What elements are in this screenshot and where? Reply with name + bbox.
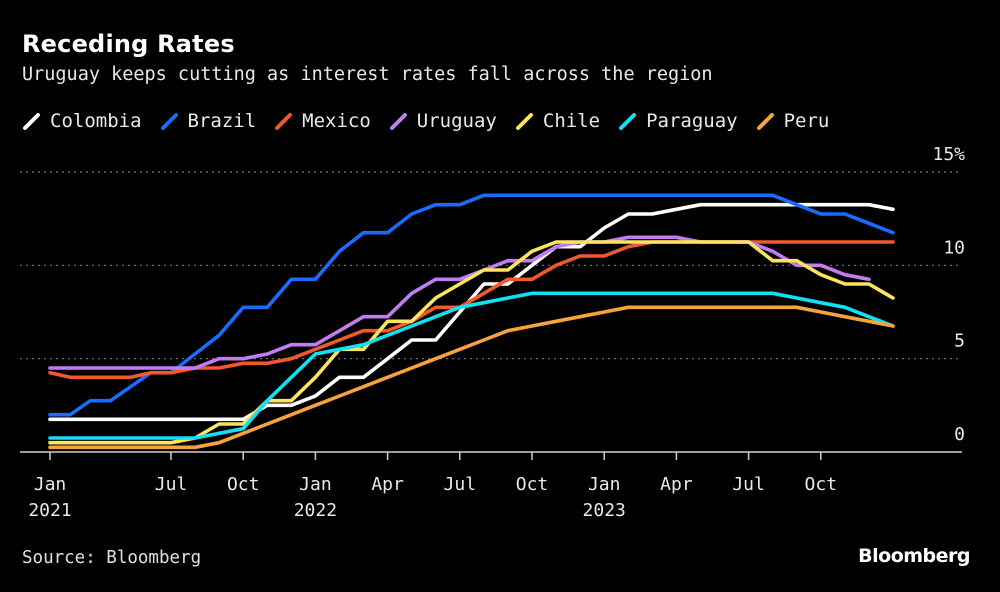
- y-tick-label: 0: [954, 424, 965, 445]
- x-tick-label: Apr: [371, 474, 404, 495]
- legend-label: Chile: [542, 110, 601, 132]
- legend-item-uruguay: Uruguay: [389, 110, 497, 132]
- legend-label: Colombia: [50, 110, 142, 132]
- legend-item-peru: Peru: [756, 110, 830, 132]
- chart-subtitle: Uruguay keeps cutting as interest rates …: [22, 64, 713, 85]
- legend-label: Brazil: [187, 110, 257, 132]
- legend-item-brazil: Brazil: [160, 110, 257, 132]
- x-tick-label: Jul: [444, 474, 477, 495]
- series-line-colombia: [48, 202, 895, 422]
- x-tick-label: Apr: [660, 474, 693, 495]
- legend-swatch-stroke: [619, 113, 637, 130]
- legend-item-colombia: Colombia: [22, 110, 142, 132]
- source-note: Source: Bloomberg: [22, 548, 202, 568]
- chart-title: Receding Rates: [22, 30, 235, 58]
- x-tick-year-label: 2021: [28, 500, 71, 521]
- x-tick-label: Jul: [732, 474, 765, 495]
- x-tick-label: Jul: [155, 474, 188, 495]
- series-line-mexico: [48, 240, 895, 380]
- y-tick-label: 5: [954, 331, 965, 352]
- legend-label: Mexico: [302, 110, 371, 132]
- series-line-chile: [48, 240, 895, 445]
- x-tick-label: Oct: [805, 474, 838, 495]
- legend-item-mexico: Mexico: [274, 110, 371, 132]
- y-tick-label: 10: [943, 237, 965, 258]
- legend-swatch-stroke: [389, 113, 407, 130]
- x-tick-label: Oct: [516, 474, 549, 495]
- legend-swatch-icon: [389, 113, 407, 130]
- legend-label: Uruguay: [416, 110, 497, 132]
- legend-label: Peru: [783, 110, 830, 132]
- x-tick-label: Jan: [299, 474, 332, 495]
- legend-swatch-stroke: [160, 113, 178, 130]
- legend-label: Paraguay: [646, 110, 738, 132]
- x-tick-label: Jan: [34, 474, 67, 495]
- legend-swatch-icon: [275, 113, 293, 130]
- x-tick-year-label: 2023: [583, 500, 626, 521]
- legend-swatch-icon: [756, 113, 774, 130]
- y-tick-label: 15%: [932, 144, 965, 165]
- legend-swatch-icon: [515, 113, 533, 130]
- legend-item-paraguay: Paraguay: [618, 110, 738, 132]
- legend: Colombia Brazil Mexico Uruguay Chile Paraguay…: [22, 110, 847, 132]
- bloomberg-logo: Bloomberg: [858, 545, 970, 567]
- legend-swatch-icon: [23, 113, 40, 130]
- legend-item-chile: Chile: [515, 110, 600, 132]
- legend-swatch-icon: [619, 113, 637, 130]
- legend-swatch-icon: [160, 113, 178, 130]
- x-tick-year-label: 2022: [294, 500, 337, 521]
- legend-swatch-stroke: [275, 113, 293, 130]
- legend-swatch-stroke: [515, 113, 533, 130]
- series-line-peru: [48, 305, 895, 450]
- x-tick-label: Oct: [227, 474, 260, 495]
- legend-swatch-stroke: [23, 113, 40, 130]
- series-line-paraguay: [48, 291, 895, 440]
- x-tick-label: Jan: [588, 474, 621, 495]
- legend-swatch-stroke: [756, 113, 774, 130]
